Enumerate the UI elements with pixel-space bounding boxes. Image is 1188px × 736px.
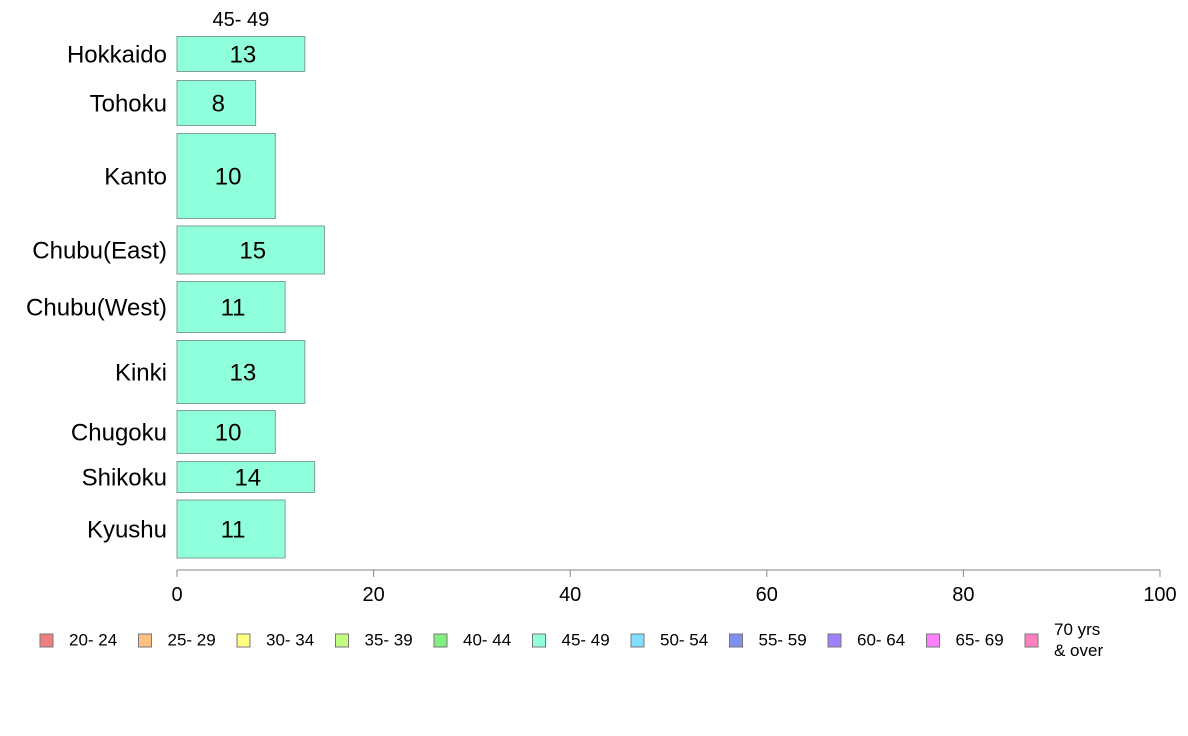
bar-segment xyxy=(176,461,316,493)
legend-label: 65- 69 xyxy=(956,630,1004,649)
legend-swatch xyxy=(827,633,842,648)
category-label: Chugoku xyxy=(71,419,167,446)
category-label: Tohoku xyxy=(90,90,167,117)
bar-segment xyxy=(176,499,286,559)
legend-label: 45- 49 xyxy=(562,630,610,649)
category-label: Shikoku xyxy=(82,464,167,491)
legend: 20- 24 25- 29 30- 34 35- 39 40- 44 45- 49 50- … xyxy=(39,620,1103,660)
data-label: 11 xyxy=(221,516,246,543)
data-label: 15 xyxy=(239,237,266,264)
legend-label: 40- 44 xyxy=(463,630,511,649)
category-label: Chubu(West) xyxy=(26,294,167,321)
bar-segment xyxy=(176,340,306,404)
legend-label: 70 yrs & over xyxy=(1054,620,1103,660)
data-label: 13 xyxy=(230,359,257,386)
bars-group: Hokkaido 13 Tohoku 8 Kanto 10 Chubu(East) 15 Chu… xyxy=(26,36,325,559)
data-label: 10 xyxy=(215,419,242,446)
category-label: Kinki xyxy=(115,359,167,386)
legend-swatch xyxy=(433,633,448,648)
x-tick-label: 40 xyxy=(559,584,581,606)
x-tick-label: 80 xyxy=(952,584,974,606)
bar-segment xyxy=(176,36,306,72)
bar-segment xyxy=(176,133,276,219)
column-header: 45- 49 xyxy=(213,9,270,31)
bar-segment xyxy=(176,410,276,454)
bar-segment xyxy=(176,281,286,333)
category-label: Kyushu xyxy=(87,516,167,543)
data-label: 14 xyxy=(234,464,261,491)
x-tick-label: 0 xyxy=(171,584,182,606)
legend-swatch xyxy=(138,633,152,648)
legend-swatch xyxy=(729,633,743,648)
data-label: 13 xyxy=(230,41,257,68)
legend-label: 35- 39 xyxy=(365,630,413,649)
legend-label: 55- 59 xyxy=(759,630,807,649)
legend-label: 25- 29 xyxy=(168,630,216,649)
legend-swatch xyxy=(236,633,251,648)
legend-swatch xyxy=(926,633,940,648)
category-label: Hokkaido xyxy=(67,41,167,68)
x-tick-label: 100 xyxy=(1143,584,1176,606)
legend-swatch xyxy=(39,633,54,648)
category-label: Kanto xyxy=(104,163,167,190)
category-label: Chubu(East) xyxy=(32,237,167,264)
legend-label: 50- 54 xyxy=(660,630,708,649)
bar-segment xyxy=(176,80,257,126)
legend-swatch xyxy=(630,633,645,648)
legend-swatch xyxy=(1024,633,1039,648)
legend-swatch xyxy=(532,633,546,648)
x-tick-label: 20 xyxy=(362,584,384,606)
x-tick-label: 60 xyxy=(756,584,778,606)
legend-swatch xyxy=(335,633,349,648)
data-label: 8 xyxy=(212,90,225,117)
x-axis: 0 20 40 60 80 100 xyxy=(171,569,1177,606)
data-label: 11 xyxy=(221,294,246,321)
data-label: 10 xyxy=(215,163,242,190)
bar-segment xyxy=(176,225,325,275)
legend-label: 60- 64 xyxy=(857,630,905,649)
legend-label: 30- 34 xyxy=(266,630,314,649)
legend-label: 20- 24 xyxy=(69,630,117,649)
